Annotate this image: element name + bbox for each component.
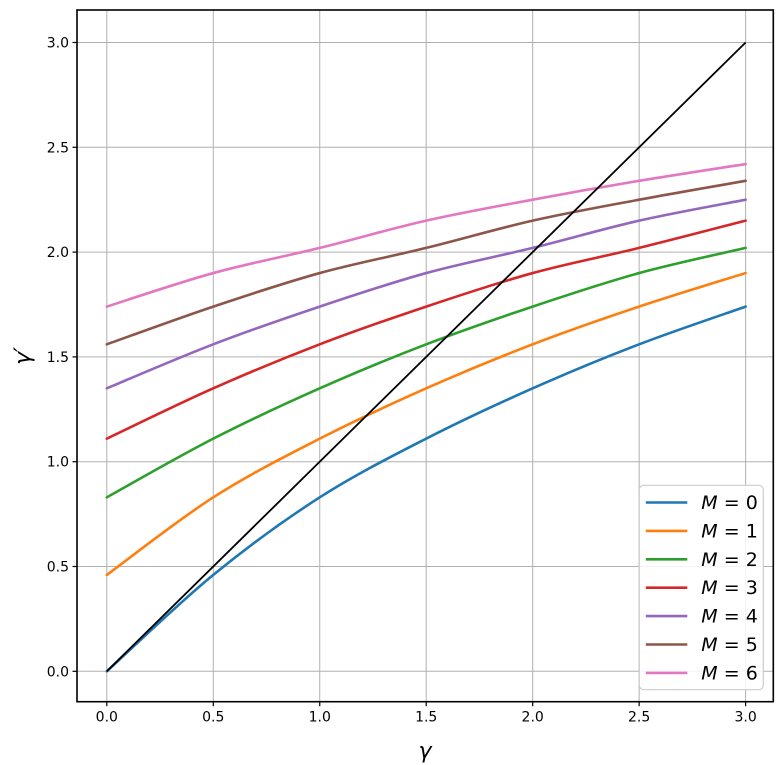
legend-item: M = 3 <box>645 577 758 599</box>
curve-M-0 <box>105 305 747 673</box>
legend-label: M = 1 <box>701 520 758 542</box>
identity-line <box>106 41 747 672</box>
y-tick-label: 1.5 <box>47 350 69 366</box>
y-tick-label: 1.0 <box>47 455 69 471</box>
x-tick-label: 3.0 <box>734 710 756 726</box>
legend-label: M = 0 <box>701 492 758 514</box>
legend-label: M = 4 <box>701 606 758 628</box>
tick-labels: 0.0 0.5 1.0 1.5 2.0 2.5 3.0 0.0 0.5 1.0 1.5 2.0 2.5 3… <box>47 35 757 725</box>
curves <box>105 41 747 673</box>
x-tick-label: 1.5 <box>415 710 437 726</box>
legend-item: M = 4 <box>645 606 758 628</box>
x-tick-label: 0.0 <box>96 710 118 726</box>
x-tick-label: 2.5 <box>628 710 650 726</box>
y-axis-label: γ′ <box>11 347 36 365</box>
legend-label: M = 3 <box>701 577 758 599</box>
axes-frame <box>76 9 775 703</box>
legend-label: M = 5 <box>701 634 758 656</box>
curve-M-4 <box>105 198 747 390</box>
y-tick-label: 2.0 <box>47 245 69 261</box>
legend: M = 0 M = 1 M = 2 M = 3 M = 4 M = 5 M = 6 <box>638 484 764 691</box>
legend-item: M = 6 <box>645 662 758 684</box>
y-tick-label: 2.5 <box>47 140 69 156</box>
legend-frame <box>638 484 764 691</box>
y-tick-label: 3.0 <box>47 35 69 51</box>
legend-item: M = 1 <box>645 520 758 542</box>
legend-item: M = 5 <box>645 634 758 656</box>
curve-M-3 <box>105 219 747 440</box>
y-tick-label: 0.5 <box>47 560 69 576</box>
curve-M-2 <box>105 246 747 499</box>
curve-M-6 <box>105 162 747 308</box>
curve-M-5 <box>105 179 747 346</box>
x-tick-label: 0.5 <box>202 710 224 726</box>
curve-M-1 <box>105 271 747 577</box>
legend-label: M = 6 <box>701 662 758 684</box>
grid <box>77 10 774 702</box>
legend-item: M = 0 <box>645 492 758 514</box>
x-tick-label: 2.0 <box>522 710 544 726</box>
y-tick-label: 0.0 <box>47 664 69 680</box>
axis-ticks <box>72 41 747 707</box>
legend-item: M = 2 <box>645 549 758 571</box>
x-tick-label: 1.0 <box>309 710 331 726</box>
legend-label: M = 2 <box>701 549 758 571</box>
x-axis-label: γ <box>418 739 432 764</box>
